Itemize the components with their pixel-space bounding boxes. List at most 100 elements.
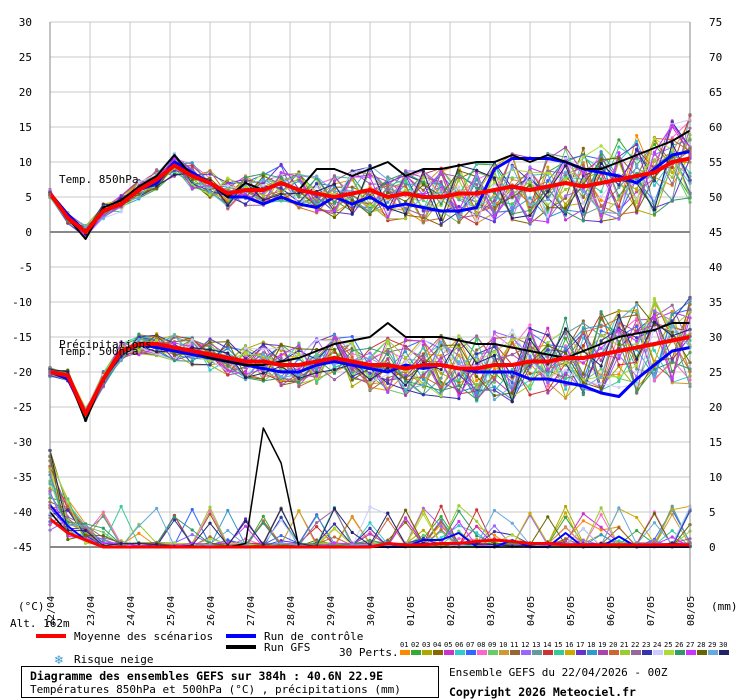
data-point [546, 515, 550, 519]
data-point [457, 384, 461, 388]
data-point [279, 348, 283, 353]
chart-title: Diagramme des ensembles GEFS sur 384h : … [30, 669, 384, 683]
data-point [350, 375, 354, 379]
data-point [581, 512, 585, 516]
data-point [457, 195, 461, 199]
data-point [332, 190, 337, 194]
data-point [421, 219, 425, 224]
data-point [439, 180, 443, 184]
data-point [457, 397, 461, 401]
legend-pert-swatch [719, 650, 729, 655]
data-point [279, 518, 283, 523]
data-point [439, 394, 443, 398]
data-point [279, 199, 283, 203]
legend-snow-label: Risque neige [74, 653, 153, 666]
data-point [581, 330, 585, 334]
data-point [581, 146, 585, 150]
data-point [510, 377, 514, 381]
data-point [350, 352, 354, 356]
data-point [350, 211, 354, 215]
data-point [208, 190, 212, 194]
data-point [563, 327, 568, 331]
data-point [635, 139, 639, 143]
data-point [492, 350, 497, 354]
y-tick-right: 25 [709, 366, 722, 379]
data-point [350, 171, 354, 175]
data-point [510, 208, 514, 212]
data-point [261, 178, 265, 183]
data-point [368, 532, 372, 536]
data-point [652, 309, 657, 313]
data-point [492, 203, 497, 207]
data-point [243, 369, 248, 374]
data-point [563, 537, 568, 541]
data-point [475, 374, 479, 379]
data-point [386, 378, 390, 382]
legend-pert-swatch [521, 650, 531, 655]
data-point [386, 390, 390, 394]
data-point [439, 190, 443, 194]
data-point [563, 157, 568, 161]
data-point [510, 533, 514, 537]
data-point [190, 533, 194, 537]
data-point [581, 209, 585, 213]
data-point [261, 343, 265, 347]
data-point [457, 519, 461, 524]
data-point [421, 169, 425, 173]
data-point [226, 340, 230, 344]
data-point [350, 367, 354, 371]
data-point [599, 177, 603, 182]
data-point [172, 173, 177, 177]
data-point [439, 504, 443, 508]
data-point [315, 195, 319, 199]
data-point [510, 165, 514, 169]
x-tick-date: 22/04 [46, 596, 57, 626]
legend-pert-id: 18 [587, 641, 595, 649]
data-point [528, 165, 532, 169]
legend-pert-swatch [455, 650, 465, 655]
y-tick-left: -20 [12, 366, 32, 379]
data-point [137, 180, 141, 184]
data-point [475, 508, 479, 512]
data-point [617, 318, 621, 322]
legend-pert-id: 16 [565, 641, 573, 649]
legend-pert-swatch [554, 650, 564, 655]
data-point [546, 203, 550, 207]
data-point [332, 365, 337, 369]
legend-perts-label: 30 Perts. [339, 646, 399, 659]
data-point [510, 367, 514, 372]
data-point [226, 203, 230, 207]
data-point [421, 533, 425, 537]
data-point [599, 209, 603, 214]
data-point [155, 338, 159, 342]
legend-pert-id: 01 [400, 641, 408, 649]
data-point [492, 533, 497, 537]
data-point [581, 327, 585, 331]
data-point [475, 222, 479, 226]
data-point [421, 183, 425, 187]
chart-legend: Moyenne des scénarios Run de contrôleRun … [36, 630, 729, 667]
data-point [581, 381, 585, 385]
legend-pert-id: 19 [598, 641, 606, 649]
data-point [617, 342, 621, 347]
data-point [475, 390, 479, 395]
data-point [457, 348, 461, 352]
data-point [332, 333, 337, 337]
legend-pert-id: 26 [675, 641, 683, 649]
data-point [599, 198, 603, 202]
data-point [670, 175, 674, 179]
data-point [599, 194, 603, 199]
legend-pert-id: 27 [686, 641, 694, 649]
data-point [279, 379, 283, 383]
data-point [315, 200, 319, 204]
data-point [546, 165, 550, 169]
data-point [563, 346, 568, 351]
data-point [368, 374, 372, 378]
data-point [279, 353, 283, 357]
data-point [492, 398, 497, 402]
data-point [350, 355, 354, 359]
y-tick-left: 5 [25, 191, 32, 204]
data-point [528, 354, 532, 358]
data-point [617, 506, 621, 510]
